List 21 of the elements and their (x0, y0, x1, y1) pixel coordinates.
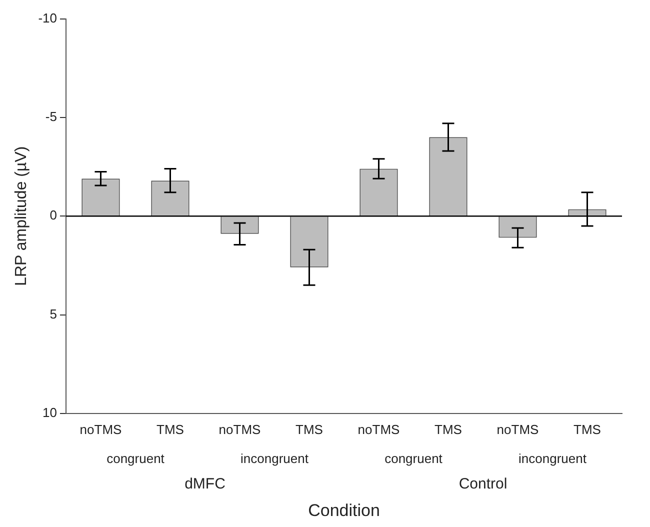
y-tick-label: -10 (38, 10, 57, 26)
y-tick-label: 10 (42, 404, 57, 420)
x-tick-label: noTMS (218, 422, 262, 437)
text: dMFC (184, 476, 226, 493)
x-tick-label: noTMS (496, 422, 540, 437)
text: Control (458, 476, 508, 493)
y-axis-title: LRP amplitude (µV) (13, 146, 30, 286)
x-tick-label: TMS (156, 422, 184, 437)
y-tick-label: -5 (45, 109, 57, 124)
text: congruent (384, 450, 443, 466)
y-tick-label: 0 (50, 208, 57, 223)
y-tick-label: 5 (50, 306, 57, 322)
x-tick-label: TMS (574, 422, 602, 437)
x-tick-label: TMS (296, 422, 324, 437)
text: incongruent (240, 450, 309, 466)
text: congruent (106, 450, 165, 466)
x-tick-label: noTMS (80, 422, 122, 437)
x-tick-label: noTMS (358, 422, 400, 437)
x-tick-label: TMS (434, 422, 462, 437)
x-axis-title: Condition (308, 501, 380, 520)
text: incongruent (518, 450, 587, 466)
